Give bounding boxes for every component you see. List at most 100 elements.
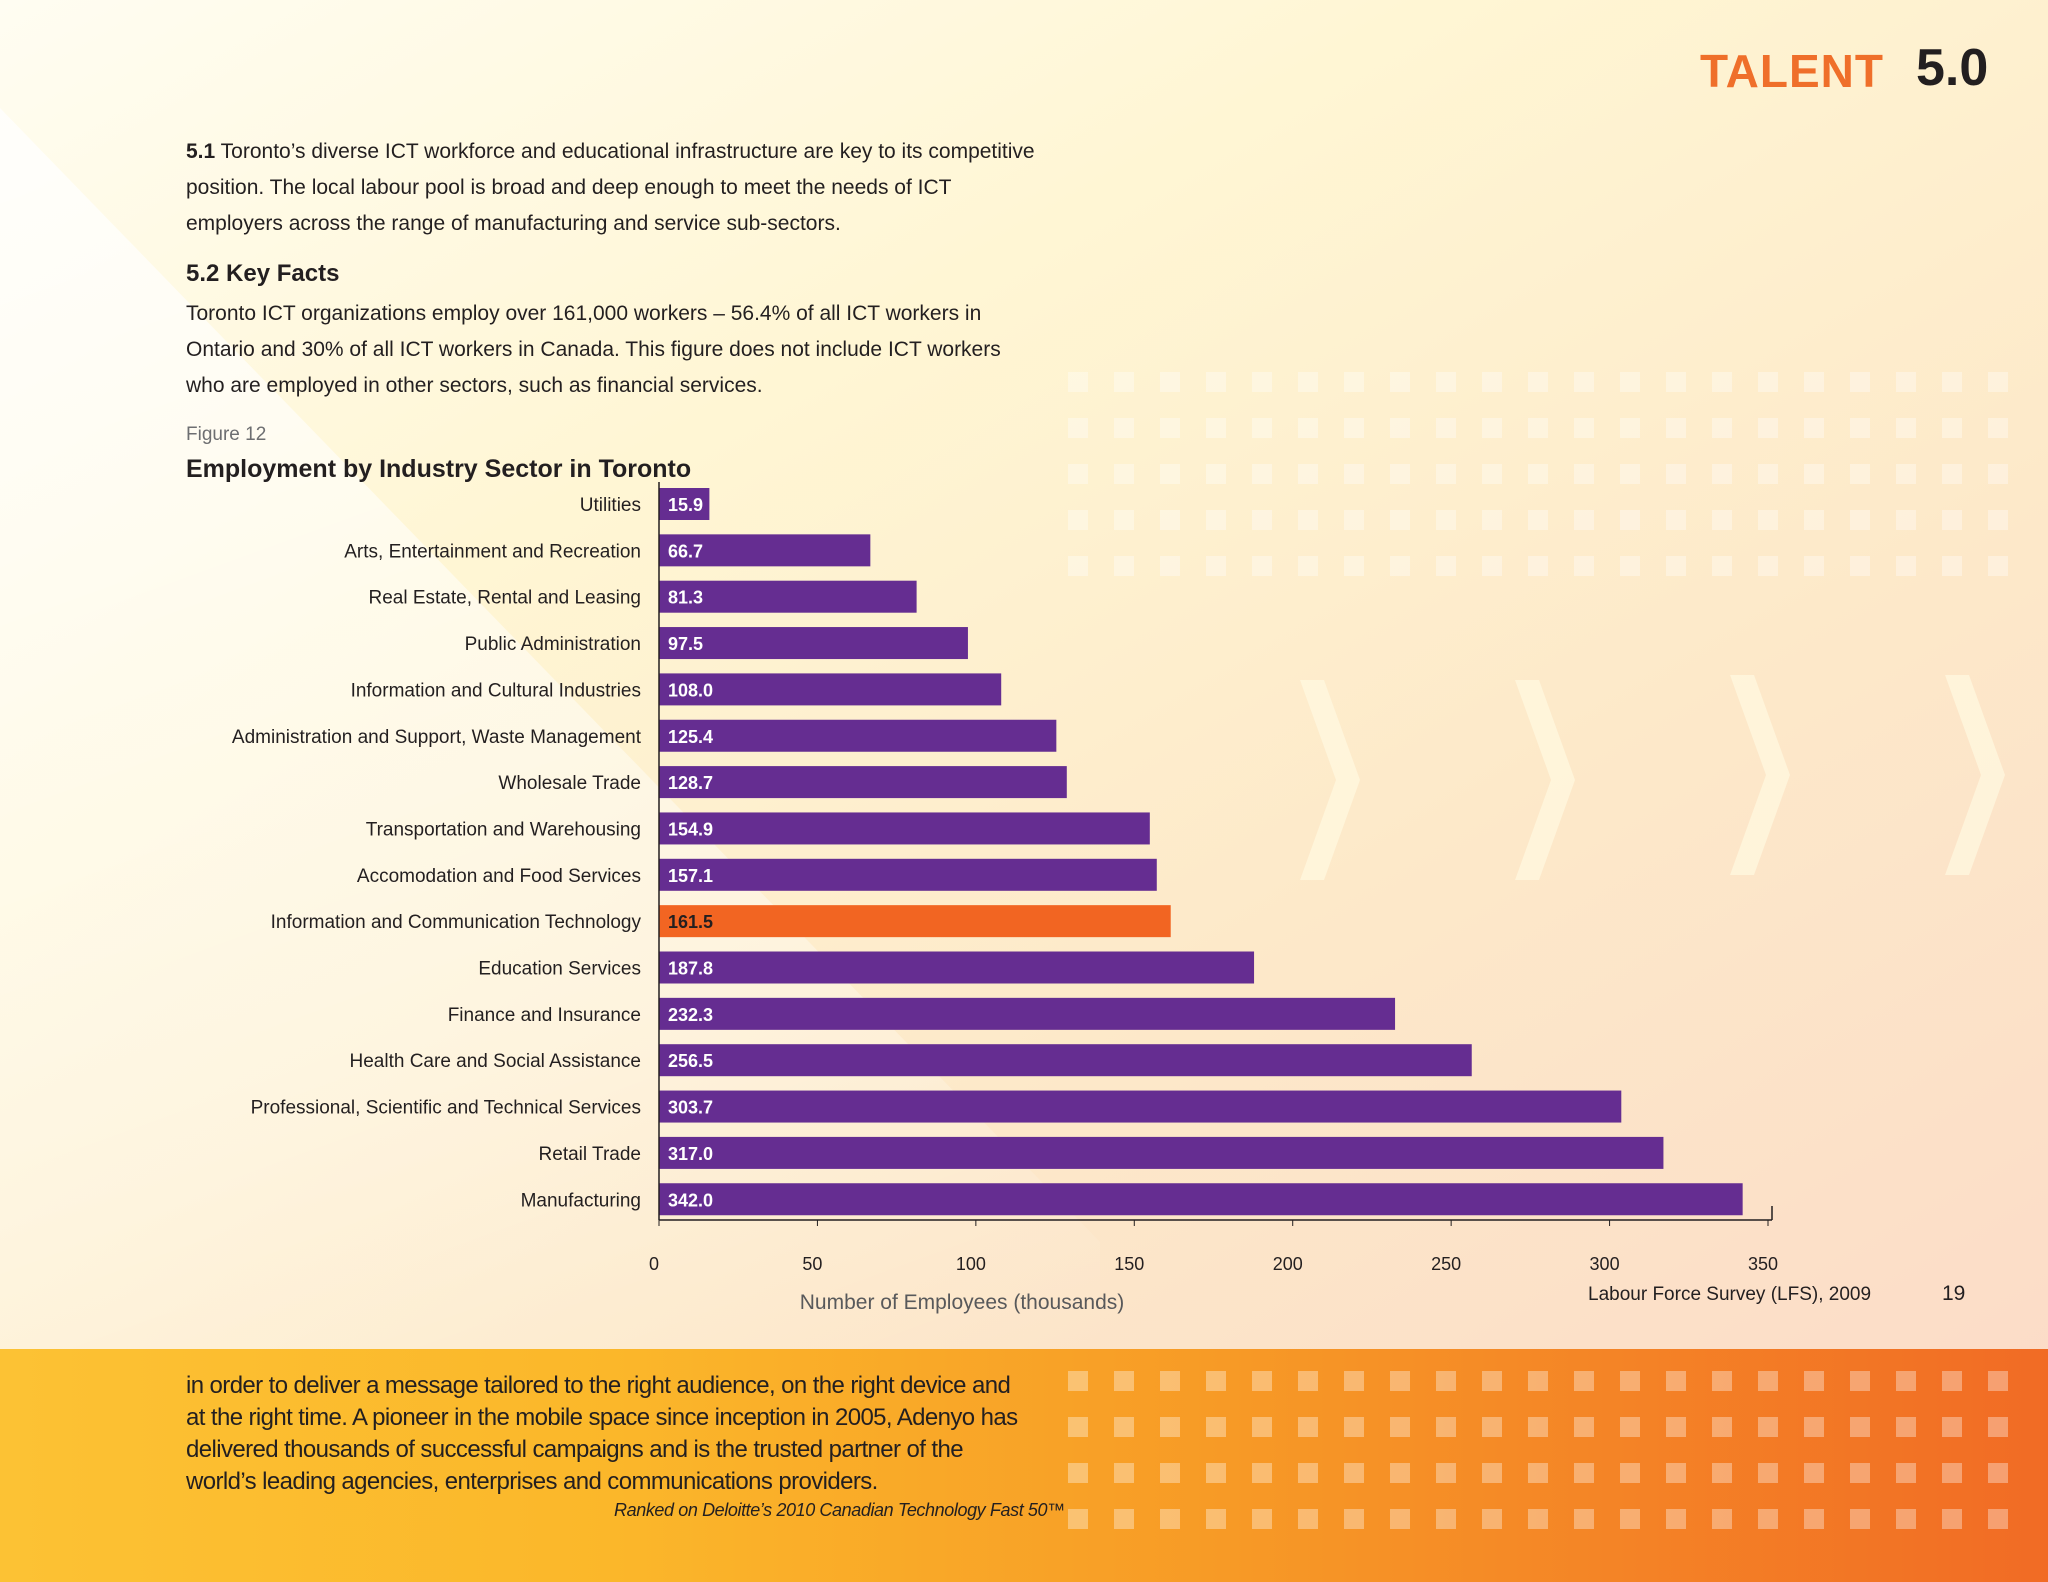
- background-dot: [1252, 510, 1272, 530]
- background-dot: [1390, 1463, 1410, 1483]
- background-dot: [1896, 372, 1916, 392]
- background-dot: [1528, 1509, 1548, 1529]
- background-dot: [1896, 556, 1916, 576]
- chart-title: Employment by Industry Sector in Toronto: [186, 455, 692, 483]
- background-dot: [1344, 1463, 1364, 1483]
- background-dot: [1344, 510, 1364, 530]
- background-dot: [1482, 1509, 1502, 1529]
- background-dot: [1988, 464, 2008, 484]
- background-dot: [1482, 556, 1502, 576]
- background-dot: [1758, 556, 1778, 576]
- background-dot: [1712, 1417, 1732, 1437]
- background-dot: [1344, 556, 1364, 576]
- background-dot: [1850, 1417, 1870, 1437]
- background-dot: [1068, 1371, 1088, 1391]
- background-dot: [1758, 1371, 1778, 1391]
- x-tick-label: 0: [649, 1254, 659, 1274]
- bar: [659, 719, 1057, 752]
- section-label: TALENT: [1700, 45, 1885, 97]
- bar-value-label: 161.5: [668, 912, 713, 932]
- background-dot: [1666, 556, 1686, 576]
- bar-value-label: 256.5: [668, 1051, 713, 1071]
- background-dot: [1114, 556, 1134, 576]
- background-dot: [1988, 1509, 2008, 1529]
- background-dot: [1252, 1417, 1272, 1437]
- background-dot: [1574, 1417, 1594, 1437]
- background-dot: [1988, 510, 2008, 530]
- category-label: Utilities: [580, 495, 641, 516]
- background-dot: [1528, 510, 1548, 530]
- background-dot: [1344, 418, 1364, 438]
- x-tick-label: 100: [956, 1254, 986, 1274]
- background-dot: [1390, 510, 1410, 530]
- background-dot: [1758, 372, 1778, 392]
- category-label: Public Administration: [465, 634, 641, 655]
- background-dot: [1068, 1463, 1088, 1483]
- background-dot: [1666, 418, 1686, 438]
- background-dot: [1160, 1417, 1180, 1437]
- background-dot: [1344, 464, 1364, 484]
- background-dot: [1666, 510, 1686, 530]
- background-dot: [1896, 464, 1916, 484]
- background-dot: [1804, 556, 1824, 576]
- background-dot: [1850, 418, 1870, 438]
- background-dot: [1298, 372, 1318, 392]
- background-dot: [1436, 510, 1456, 530]
- background-dot: [1942, 464, 1962, 484]
- background-dot: [1804, 1371, 1824, 1391]
- background-dot: [1160, 464, 1180, 484]
- background-dot: [1252, 1509, 1272, 1529]
- bar: [659, 488, 710, 520]
- bar: [659, 580, 917, 613]
- background-dot: [1068, 418, 1088, 438]
- background-dot: [1850, 464, 1870, 484]
- background-dot: [1206, 1463, 1226, 1483]
- background-dot: [1620, 372, 1640, 392]
- intro-text: Toronto’s diverse ICT workforce and educ…: [186, 140, 1035, 235]
- background-dot: [1528, 372, 1548, 392]
- category-label: Transportation and Warehousing: [366, 819, 641, 840]
- background-dot: [1390, 464, 1410, 484]
- background-dot: [1850, 372, 1870, 392]
- background-dot: [1436, 1417, 1456, 1437]
- background-dot: [1252, 372, 1272, 392]
- background-dot: [1896, 1417, 1916, 1437]
- category-label: Accomodation and Food Services: [357, 866, 641, 887]
- bar-value-label: 66.7: [668, 541, 703, 561]
- background-dot: [1620, 1509, 1640, 1529]
- bar-value-label: 232.3: [668, 1005, 713, 1025]
- background-dot: [1068, 464, 1088, 484]
- background-dot: [1666, 1417, 1686, 1437]
- background-dot: [1252, 418, 1272, 438]
- background-dot: [1712, 1463, 1732, 1483]
- bar-value-label: 317.0: [668, 1144, 713, 1164]
- background-dot: [1528, 1417, 1548, 1437]
- bar-value-label: 187.8: [668, 959, 713, 979]
- background-dot: [1344, 1417, 1364, 1437]
- background-dot: [1758, 510, 1778, 530]
- bar: [659, 1044, 1472, 1077]
- category-label: Health Care and Social Assistance: [350, 1051, 642, 1072]
- background-dot: [1850, 1509, 1870, 1529]
- background-dot: [1942, 372, 1962, 392]
- background-dot: [1620, 1417, 1640, 1437]
- background-dot: [1666, 1371, 1686, 1391]
- footer-paragraph: in order to deliver a message tailored t…: [186, 1372, 1018, 1495]
- figure-label: Figure 12: [186, 424, 267, 445]
- background-dot: [1160, 1463, 1180, 1483]
- background-dot: [1160, 1371, 1180, 1391]
- background-dot: [1482, 1371, 1502, 1391]
- bar-value-label: 97.5: [668, 634, 703, 654]
- bar-value-label: 154.9: [668, 819, 713, 839]
- background-dot: [1206, 372, 1226, 392]
- intro-paragraph: 5.1 Toronto’s diverse ICT workforce and …: [186, 134, 1036, 242]
- background-dot: [1712, 1371, 1732, 1391]
- category-label: Finance and Insurance: [448, 1005, 641, 1026]
- background-dot: [1574, 556, 1594, 576]
- background-dot: [1390, 1371, 1410, 1391]
- background-dot: [1068, 1509, 1088, 1529]
- background-dot: [1574, 464, 1594, 484]
- footer-band: [0, 1349, 2048, 1582]
- bar: [659, 858, 1157, 891]
- category-label: Professional, Scientific and Technical S…: [251, 1098, 641, 1119]
